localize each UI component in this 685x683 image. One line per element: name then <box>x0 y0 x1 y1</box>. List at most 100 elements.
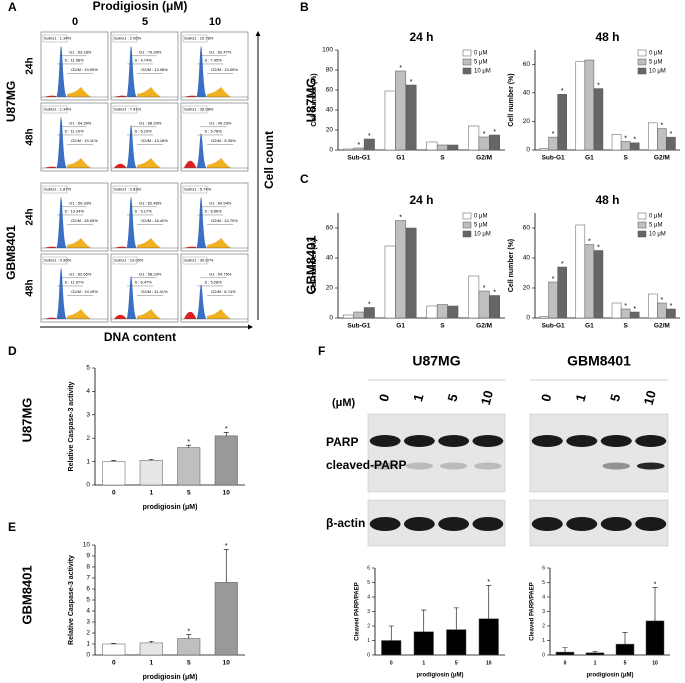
gate-box <box>182 105 208 114</box>
bar <box>575 61 586 151</box>
significance: * <box>358 142 361 149</box>
time-label: 24h <box>25 208 36 225</box>
gate-label: G1 : 79.28% <box>139 49 162 54</box>
gate-label: S : 11.58% <box>64 58 84 63</box>
histogram-frame <box>110 253 179 323</box>
flow-title: Prodigiosin (μM) <box>93 0 188 13</box>
gate-label: SubG1 : 30.87% <box>184 258 214 263</box>
x-tick-label: 5 <box>455 660 458 666</box>
gate-label: S : 6.47% <box>134 280 152 285</box>
bar <box>645 620 665 656</box>
gate-label: S : 13.34% <box>64 209 84 214</box>
x-tick-label: G2/M <box>654 323 670 330</box>
x-tick-label: 5 <box>624 660 627 666</box>
bar <box>611 134 622 151</box>
y-tick-label: 3 <box>367 609 370 615</box>
legend-label: 0 μM <box>474 214 487 220</box>
g1-peak <box>56 117 68 168</box>
error-bar <box>111 460 117 462</box>
legend-swatch <box>637 58 647 66</box>
s-g2m-area <box>137 309 162 319</box>
bar <box>177 638 201 656</box>
parp-band <box>566 435 598 447</box>
error-bar <box>111 643 117 644</box>
y-axis-label: Cell number (%) <box>311 73 318 126</box>
y-tick-label: 3 <box>86 412 90 419</box>
gate-label: SubG1 : 1.34% <box>44 107 72 112</box>
bar <box>395 70 407 151</box>
significance: * <box>561 88 564 95</box>
gate-box <box>112 105 138 114</box>
bar <box>478 290 490 319</box>
panel-label: C <box>300 172 309 186</box>
bar <box>139 460 163 486</box>
significance: * <box>670 131 673 138</box>
gate-label: G1 : 49.23% <box>209 120 232 125</box>
error-bar <box>388 625 394 641</box>
histogram-frame <box>40 182 109 252</box>
x-tick-label: 10 <box>223 660 231 667</box>
cleaved-parp-band <box>371 462 399 470</box>
significance: * <box>399 65 402 72</box>
legend-swatch <box>637 230 647 238</box>
y-tick-label: 3 <box>542 609 545 615</box>
gate-label: G1 : 62.47% <box>209 49 232 54</box>
gate-label: S : 8.66% <box>204 209 222 214</box>
gate-label: SubG1 : 2.83% <box>114 187 142 192</box>
bar <box>363 138 375 151</box>
y-tick-label: 1 <box>367 638 370 644</box>
y-tick-label: 0 <box>86 482 90 489</box>
cell-line-label: U87MG <box>303 78 318 123</box>
bar <box>426 141 438 151</box>
time-label: 24h <box>25 57 36 74</box>
y-axis-label: Relative Caspase-3 activity <box>68 555 75 645</box>
bar <box>363 307 375 319</box>
bar <box>593 88 604 151</box>
subg1-area <box>114 314 126 319</box>
legend-label: 10 μM <box>649 232 666 238</box>
legend-label: 0 μM <box>474 51 487 57</box>
error-bar <box>622 632 628 645</box>
blot-header: U87MG <box>412 353 460 369</box>
bar <box>342 148 354 151</box>
g1-peak <box>126 197 138 248</box>
significance: * <box>368 301 371 308</box>
histogram-frame <box>110 31 179 101</box>
gate-label: G1 : 68.29% <box>139 120 162 125</box>
s-g2m-area <box>67 87 92 97</box>
gate-label: S : 11.97% <box>64 280 84 285</box>
x-tick-label: G1 <box>585 155 594 162</box>
bar <box>539 316 549 319</box>
dose-label: 10 <box>209 16 221 28</box>
y-tick-label: 20 <box>523 118 531 125</box>
subg1-area <box>44 317 56 319</box>
histogram-frame <box>180 253 249 323</box>
y-tick-label: 40 <box>523 255 531 262</box>
legend-label: 5 μM <box>649 60 662 66</box>
s-g2m-area <box>137 87 162 97</box>
gate-label: G2/M : 13.18% <box>141 138 168 143</box>
bar <box>620 141 631 151</box>
gate-label: G2/M : 9.30% <box>211 138 236 143</box>
legend-label: 5 μM <box>474 223 487 229</box>
dose-label: 5 <box>607 392 623 403</box>
gate-label: G2/M : 19.11% <box>71 138 98 143</box>
bar <box>593 250 604 319</box>
y-axis-label: Cleaved PARP/PAEP <box>355 582 361 640</box>
significance: * <box>483 131 486 138</box>
gate-label: SubG1 : 1.87% <box>44 187 72 192</box>
gate-box <box>112 256 138 265</box>
y-tick-label: 4 <box>542 594 545 600</box>
bar <box>395 220 407 319</box>
bar <box>629 311 640 319</box>
gate-label: G1 : 62.48% <box>139 200 162 205</box>
bar <box>615 643 635 656</box>
error-bar <box>453 607 459 630</box>
g1-peak <box>126 276 138 319</box>
gate-label: SubG1 : 2.06% <box>114 36 142 41</box>
significance: * <box>187 628 190 635</box>
significance: * <box>624 303 627 310</box>
significance: * <box>410 79 413 86</box>
legend-label: 5 μM <box>649 223 662 229</box>
